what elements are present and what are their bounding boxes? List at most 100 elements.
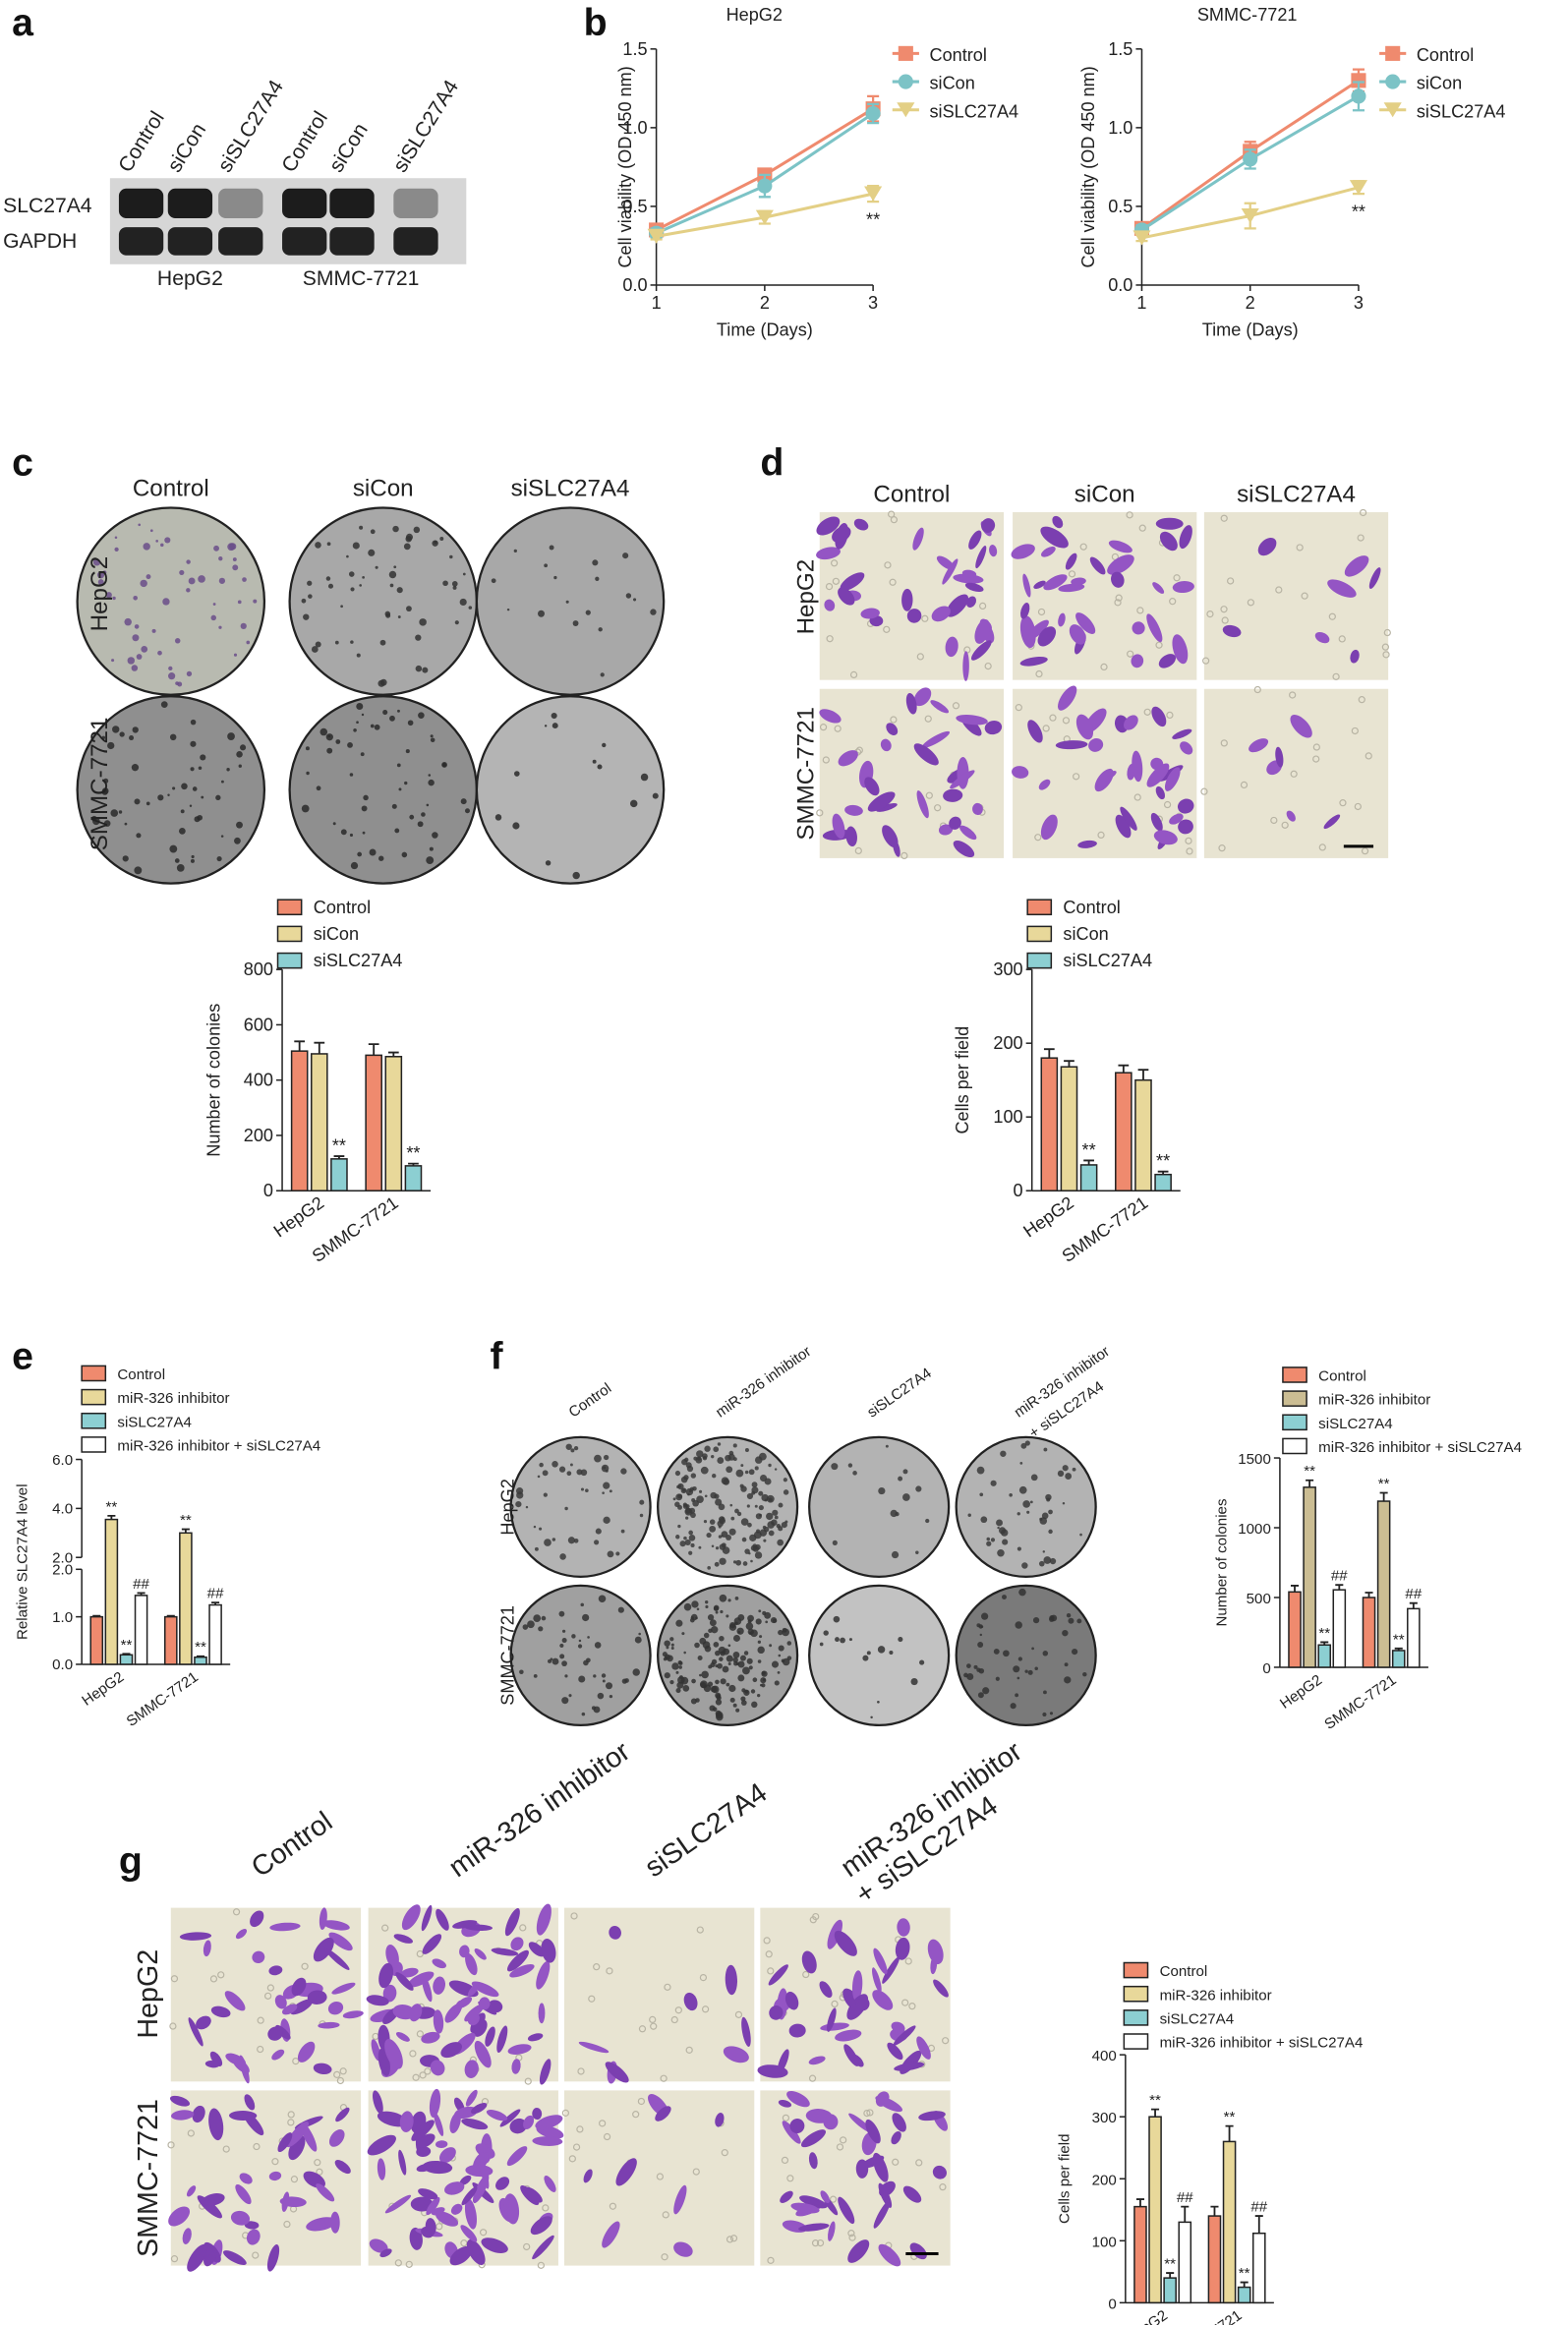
colony (570, 1448, 575, 1453)
error-bar (1064, 1060, 1074, 1068)
colony (625, 593, 632, 599)
colony (764, 1478, 772, 1485)
bar (330, 1158, 348, 1192)
colony (700, 1466, 709, 1475)
colony (350, 861, 359, 870)
colony (377, 679, 385, 687)
pore (416, 2030, 425, 2038)
colony (1009, 1493, 1013, 1497)
cell (235, 1929, 248, 1940)
colony (559, 1654, 565, 1659)
pore (1037, 608, 1046, 616)
pore (381, 1924, 389, 1932)
y-tick-label: 0 (263, 1181, 273, 1200)
cell (371, 2039, 381, 2062)
colony (715, 1679, 720, 1685)
cell (1327, 579, 1357, 598)
cell (895, 1937, 910, 1960)
colony (744, 1470, 749, 1475)
colony (566, 1471, 572, 1477)
marker (1351, 88, 1366, 104)
colony (197, 814, 203, 821)
colony (784, 1520, 788, 1524)
colony (1027, 1669, 1033, 1675)
colony (134, 866, 143, 875)
pore (266, 1984, 274, 1992)
colony (573, 1538, 579, 1543)
colony (370, 529, 376, 535)
colony (735, 1469, 744, 1478)
colony (227, 543, 236, 552)
colony (533, 1525, 537, 1529)
cell (171, 2110, 195, 2121)
pore (1382, 651, 1390, 659)
pore (696, 1926, 704, 1934)
legend-swatch (81, 1412, 107, 1429)
colony (118, 810, 123, 814)
cell (331, 1982, 356, 1995)
colony (384, 610, 391, 617)
chart: 0.0 0.5 1.0 1.5 Cell viability (OD 450 nm) He… (615, 5, 1018, 339)
colony (1029, 1500, 1033, 1504)
colony (730, 1516, 735, 1521)
colony (136, 833, 142, 839)
cell (913, 687, 932, 707)
cell (470, 2012, 486, 2034)
bar (1407, 1607, 1421, 1668)
marker (1132, 230, 1151, 246)
colony (168, 672, 176, 680)
error-bar (1137, 1069, 1149, 1080)
colony (513, 771, 520, 777)
pore (217, 1971, 225, 1979)
colony (689, 1486, 695, 1491)
cell (1107, 554, 1134, 575)
colony (699, 1680, 708, 1689)
cell (989, 545, 998, 557)
cell (426, 2196, 440, 2216)
cell (933, 1979, 949, 1998)
error-bar (1043, 1048, 1055, 1059)
colony (754, 1456, 763, 1464)
bar (119, 1654, 134, 1665)
pore (1127, 650, 1134, 658)
colony (707, 1566, 711, 1570)
colony (494, 814, 502, 821)
legend-swatch (81, 1436, 107, 1453)
colony (198, 766, 203, 771)
y-tick-label: 300 (993, 959, 1022, 979)
cell (168, 2206, 191, 2227)
colony (719, 1657, 724, 1661)
annotation: ## (133, 1576, 149, 1593)
y-tick-label: 1.5 (1108, 39, 1132, 59)
legend-label: Control (117, 1366, 165, 1383)
colony (748, 1469, 755, 1476)
error-bar (1335, 1584, 1344, 1591)
y-axis-label: Cell viability (OD 450 nm) (615, 66, 635, 267)
colony (565, 1443, 572, 1450)
cell (271, 2049, 285, 2061)
cell (953, 573, 984, 584)
colony (561, 1629, 566, 1633)
colony (580, 1602, 584, 1607)
colony (559, 1553, 566, 1560)
pore (816, 2238, 825, 2247)
pore (1227, 577, 1235, 585)
colony (782, 1627, 787, 1633)
pore (290, 2176, 299, 2183)
colony (347, 741, 353, 748)
colony (111, 659, 115, 663)
annotation: ** (1304, 1463, 1315, 1480)
error-bar (1365, 1592, 1373, 1598)
cell (769, 2005, 784, 2020)
colony (670, 1643, 674, 1647)
bar (1288, 1591, 1302, 1668)
chart: 0.0 0.5 1.0 1.5 Cell viability (OD 450 nm) SM… (1078, 5, 1505, 339)
colony (236, 751, 243, 758)
cell (1314, 631, 1330, 644)
colony (715, 1546, 720, 1550)
cell (843, 2044, 859, 2066)
colony (96, 571, 105, 579)
colony (459, 598, 467, 607)
cell (1069, 624, 1086, 645)
cell (230, 2210, 251, 2226)
